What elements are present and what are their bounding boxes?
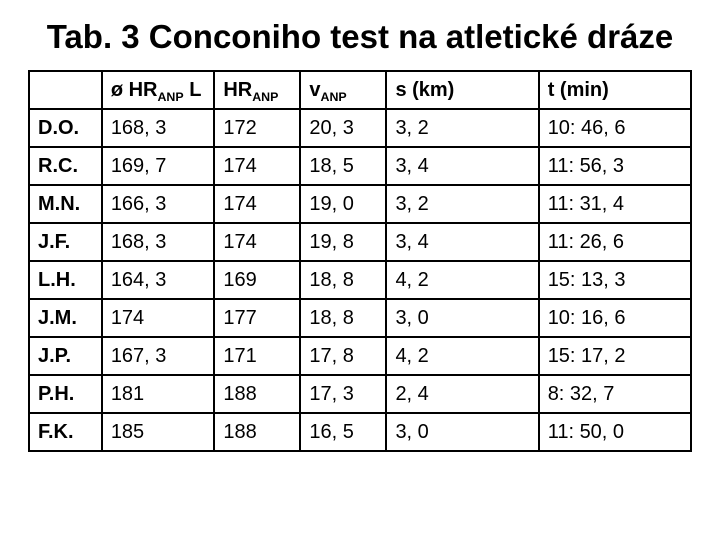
table-header-col-1: HRANP (214, 71, 300, 109)
table-row: M.N.166, 317419, 03, 211: 31, 4 (29, 185, 691, 223)
slide: Tab. 3 Conconiho test na atletické dráze… (0, 0, 720, 540)
table-cell: 17, 3 (300, 375, 386, 413)
table-cell: 188 (214, 375, 300, 413)
table-cell: 174 (102, 299, 215, 337)
row-label: J.P. (29, 337, 102, 375)
table-row: R.C.169, 717418, 53, 411: 56, 3 (29, 147, 691, 185)
data-table: ø HRANP L HRANP vANP s (km) t (min) D.O.… (28, 70, 692, 452)
table-cell: 174 (214, 223, 300, 261)
table-header-col-2: vANP (300, 71, 386, 109)
table-cell: 15: 17, 2 (539, 337, 691, 375)
table-cell: 174 (214, 185, 300, 223)
table-row: L.H.164, 316918, 84, 215: 13, 3 (29, 261, 691, 299)
table-row: F.K.18518816, 53, 011: 50, 0 (29, 413, 691, 451)
table-header-row: ø HRANP L HRANP vANP s (km) t (min) (29, 71, 691, 109)
table-cell: 11: 26, 6 (539, 223, 691, 261)
table-cell: 16, 5 (300, 413, 386, 451)
table-cell: 169, 7 (102, 147, 215, 185)
row-label: M.N. (29, 185, 102, 223)
table-cell: 185 (102, 413, 215, 451)
table-cell: 11: 56, 3 (539, 147, 691, 185)
table-header-col-4: t (min) (539, 71, 691, 109)
table-header-col-0: ø HRANP L (102, 71, 215, 109)
row-label: J.M. (29, 299, 102, 337)
table-cell: 3, 0 (386, 413, 538, 451)
table-cell: 18, 8 (300, 261, 386, 299)
table-cell: 167, 3 (102, 337, 215, 375)
table-cell: 4, 2 (386, 337, 538, 375)
table-row: J.F.168, 317419, 83, 411: 26, 6 (29, 223, 691, 261)
table-cell: 169 (214, 261, 300, 299)
table-cell: 177 (214, 299, 300, 337)
table-cell: 8: 32, 7 (539, 375, 691, 413)
table-cell: 164, 3 (102, 261, 215, 299)
table-cell: 3, 2 (386, 109, 538, 147)
table-row: J.P.167, 317117, 84, 215: 17, 2 (29, 337, 691, 375)
table-cell: 17, 8 (300, 337, 386, 375)
table-cell: 4, 2 (386, 261, 538, 299)
page-title: Tab. 3 Conconiho test na atletické dráze (28, 18, 692, 56)
table-cell: 166, 3 (102, 185, 215, 223)
table-cell: 3, 2 (386, 185, 538, 223)
table-cell: 172 (214, 109, 300, 147)
table-row: P.H.18118817, 32, 48: 32, 7 (29, 375, 691, 413)
table-header-rowlabel (29, 71, 102, 109)
table-row: D.O.168, 317220, 33, 210: 46, 6 (29, 109, 691, 147)
table-cell: 18, 5 (300, 147, 386, 185)
table-cell: 3, 4 (386, 147, 538, 185)
table-cell: 15: 13, 3 (539, 261, 691, 299)
row-label: L.H. (29, 261, 102, 299)
row-label: D.O. (29, 109, 102, 147)
table-cell: 10: 46, 6 (539, 109, 691, 147)
table-cell: 188 (214, 413, 300, 451)
table-cell: 18, 8 (300, 299, 386, 337)
table-cell: 168, 3 (102, 223, 215, 261)
table-header-col-3: s (km) (386, 71, 538, 109)
table-cell: 19, 0 (300, 185, 386, 223)
table-cell: 2, 4 (386, 375, 538, 413)
table-cell: 10: 16, 6 (539, 299, 691, 337)
table-cell: 174 (214, 147, 300, 185)
table-cell: 11: 50, 0 (539, 413, 691, 451)
row-label: F.K. (29, 413, 102, 451)
table-cell: 11: 31, 4 (539, 185, 691, 223)
table-cell: 3, 0 (386, 299, 538, 337)
table-cell: 171 (214, 337, 300, 375)
row-label: P.H. (29, 375, 102, 413)
row-label: R.C. (29, 147, 102, 185)
table-cell: 3, 4 (386, 223, 538, 261)
table-row: J.M.17417718, 83, 010: 16, 6 (29, 299, 691, 337)
row-label: J.F. (29, 223, 102, 261)
table-cell: 19, 8 (300, 223, 386, 261)
table-body: D.O.168, 317220, 33, 210: 46, 6R.C.169, … (29, 109, 691, 451)
table-cell: 181 (102, 375, 215, 413)
table-cell: 168, 3 (102, 109, 215, 147)
table-cell: 20, 3 (300, 109, 386, 147)
